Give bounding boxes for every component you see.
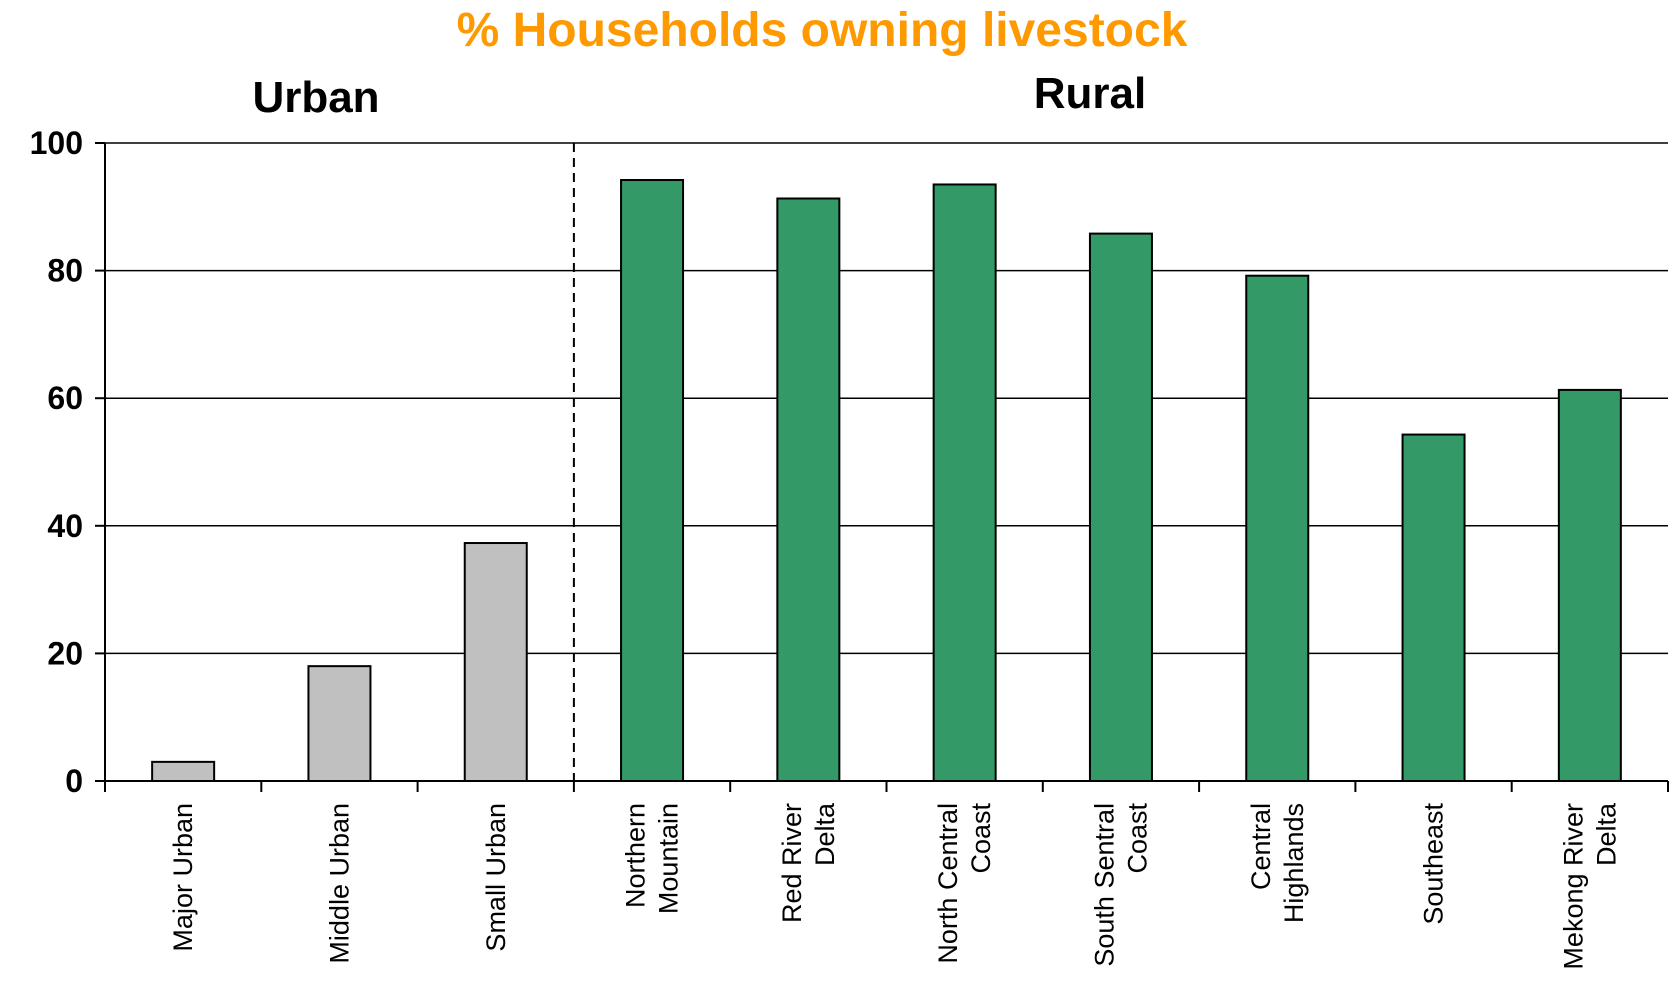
x-tick-label: North Central Coast [933,803,996,964]
x-tick-label: Small Urban [481,803,511,952]
bar [1245,274,1310,782]
x-tick-label-line: Southeast [1419,803,1449,925]
y-tick-label: 40 [47,508,83,544]
bar [1557,388,1622,782]
group-label-rural: Rural [1034,69,1146,118]
bar [932,183,997,783]
y-tick-label: 60 [47,380,83,416]
x-tick-label-line: Small Urban [481,803,511,952]
bar [1401,433,1466,782]
bar [776,197,841,783]
x-tick-label-line: Mountain [654,803,684,914]
y-tick-label: 20 [47,635,83,671]
bar [151,760,216,782]
x-tick-label: Mekong River Delta [1558,802,1621,970]
x-tick-label-line: Delta [1591,802,1621,866]
bars [151,179,1622,783]
x-tick-label-line: Coast [966,803,996,874]
bar [1088,232,1153,782]
x-tick-label-line: North Central [933,803,963,964]
x-tick-label: Middle Urban [324,803,354,964]
bar [307,665,372,782]
x-tick-label-line: Coast [1122,803,1152,874]
x-tick-label: Central Highlands [1246,803,1309,923]
x-tick-label: Red River Delta [777,802,840,923]
x-tick-label-line: Mekong River [1558,803,1588,970]
bar [620,179,685,782]
chart-title: % Households owning livestock [457,4,1188,57]
x-tick-label: South Sentral Coast [1089,803,1152,967]
x-tick-label-line: South Sentral [1089,803,1119,967]
y-tick-label: 80 [47,253,83,289]
x-tick-label: Southeast [1419,803,1449,925]
group-label-urban: Urban [252,73,379,122]
x-tick-label-line: Highlands [1279,803,1309,923]
y-axis-tick-labels: 0 20 40 60 80 100 [30,125,83,799]
x-tick-label-line: Middle Urban [324,803,354,964]
x-tick-label: Major Urban [168,803,198,952]
axes [95,142,1669,792]
bar [463,542,528,782]
x-tick-label-line: Red River [777,803,807,923]
x-tick-label-line: Northern [621,803,651,908]
x-tick-label: Northern Mountain [621,803,684,914]
y-tick-label: 0 [65,763,83,799]
x-tick-label-line: Major Urban [168,803,198,952]
x-axis-tick-labels: Major Urban Middle Urban Small Urban Northe… [168,802,1621,970]
x-tick-label-line: Central [1246,803,1276,890]
x-tick-label-line: Delta [810,802,840,866]
y-tick-label: 100 [30,125,83,161]
